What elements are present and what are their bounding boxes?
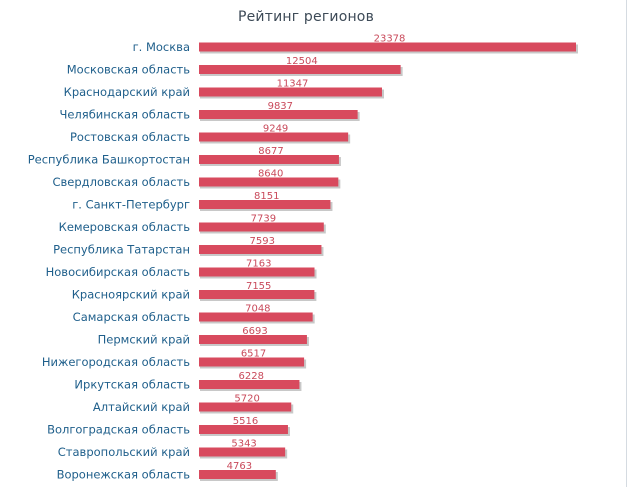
bar[interactable] — [199, 110, 358, 119]
bar[interactable] — [199, 312, 313, 322]
value-label: 9249 — [263, 124, 288, 135]
category-label: Краснодарский край — [64, 85, 190, 99]
chart-title: Рейтинг регионов — [237, 9, 375, 25]
category-label: Воронежская область — [57, 468, 191, 482]
category-label: Кемеровская область — [59, 220, 191, 234]
bar[interactable] — [199, 65, 401, 74]
bar[interactable] — [199, 200, 331, 209]
value-label: 9837 — [268, 101, 293, 112]
bar[interactable] — [199, 425, 288, 434]
bar[interactable] — [199, 42, 576, 52]
value-label: 7163 — [246, 259, 271, 270]
category-label: Пермский край — [98, 333, 190, 347]
category-label: г. Санкт-Петербург — [72, 198, 190, 212]
category-label: г. Москва — [133, 40, 190, 54]
value-label: 7739 — [251, 214, 276, 225]
category-label: Иркутская область — [74, 378, 190, 392]
value-label: 7155 — [246, 281, 271, 292]
bar[interactable] — [199, 447, 286, 457]
bar[interactable] — [199, 357, 305, 367]
category-label: Волгоградская область — [47, 423, 190, 437]
bar[interactable] — [199, 87, 382, 97]
value-label: 8640 — [258, 169, 283, 180]
category-label: Ставропольский край — [58, 445, 190, 459]
category-label: Республика Башкортостан — [28, 153, 190, 167]
value-label: 5516 — [233, 416, 258, 427]
value-label: 11347 — [277, 79, 309, 90]
value-label: 7593 — [249, 236, 274, 247]
bar[interactable] — [199, 245, 322, 254]
value-label: 23378 — [374, 34, 406, 45]
category-label: Самарская область — [73, 310, 191, 324]
category-label: Ростовская область — [70, 130, 190, 144]
value-label: 5343 — [231, 439, 256, 450]
value-label: 8677 — [258, 146, 283, 157]
value-label: 12504 — [286, 56, 318, 67]
value-label: 4763 — [227, 461, 252, 472]
bar[interactable] — [199, 267, 315, 277]
bar[interactable] — [199, 155, 339, 164]
bar[interactable] — [199, 222, 324, 232]
category-label: Свердловская область — [52, 175, 190, 189]
value-label: 7048 — [245, 304, 270, 315]
category-label: Челябинская область — [59, 108, 190, 122]
value-label: 6517 — [241, 349, 266, 360]
value-label: 6693 — [242, 326, 267, 337]
category-label: Алтайский край — [93, 400, 190, 414]
bar[interactable] — [199, 402, 292, 412]
bar[interactable] — [199, 470, 276, 479]
category-label: Новосибирская область — [46, 265, 191, 279]
category-label: Республика Татарстан — [53, 243, 190, 257]
value-label: 5720 — [234, 394, 259, 405]
value-label: 6228 — [238, 371, 263, 382]
bar[interactable] — [199, 177, 339, 187]
category-label: Московская область — [67, 63, 190, 77]
bar[interactable] — [199, 380, 300, 389]
bar[interactable] — [199, 290, 315, 299]
value-label: 8151 — [254, 191, 279, 202]
category-label: Красноярский край — [72, 288, 190, 302]
category-label: Нижегородская область — [42, 355, 190, 369]
bar[interactable] — [199, 335, 307, 344]
bar[interactable] — [199, 132, 349, 142]
